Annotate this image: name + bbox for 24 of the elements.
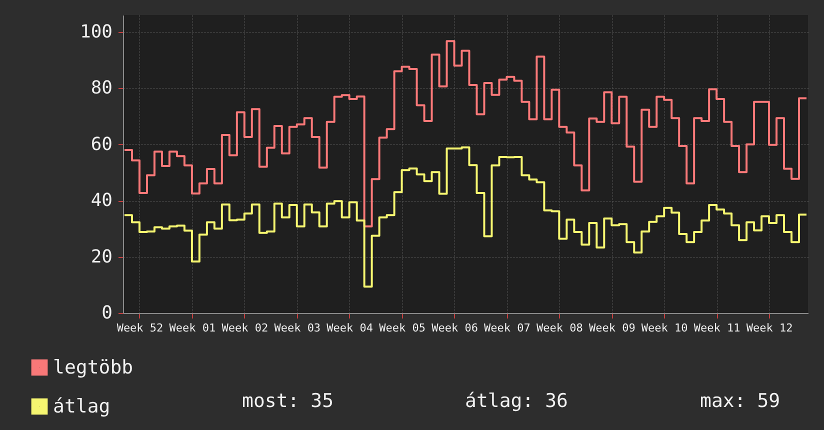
- x-tick-label: Week 12: [746, 322, 793, 334]
- x-tick-label: Week 04: [326, 322, 374, 334]
- x-tick-label: Week 52: [116, 322, 164, 334]
- y-tick-label: 0: [102, 302, 112, 324]
- y-tick-label: 40: [90, 190, 112, 212]
- x-tick-label: Week 08: [536, 322, 583, 334]
- legend-label: átlag: [53, 396, 110, 418]
- text: max: 59: [700, 390, 780, 412]
- x-tick-label: Week 02: [222, 322, 268, 334]
- x-tick-label: Week 05: [379, 322, 426, 334]
- x-tick-label: Week 11: [694, 322, 740, 334]
- y-tick-label: 80: [90, 78, 112, 99]
- text: most: 35: [242, 390, 334, 412]
- x-tick-label: Week 09: [588, 322, 636, 334]
- legend-label: legtöbb: [53, 356, 134, 378]
- x-tick-label: Week 10: [641, 322, 688, 334]
- y-tick-label: 60: [90, 134, 112, 155]
- x-tick-label: Week 06: [432, 322, 478, 334]
- y-tick-label: 100: [80, 21, 112, 42]
- x-tick-label: Week 03: [274, 322, 321, 334]
- x-tick-label: Week 01: [169, 322, 216, 334]
- x-tick-label: Week 07: [484, 322, 530, 334]
- text: átlag: 36: [465, 390, 568, 412]
- y-tick-label: 20: [90, 246, 112, 268]
